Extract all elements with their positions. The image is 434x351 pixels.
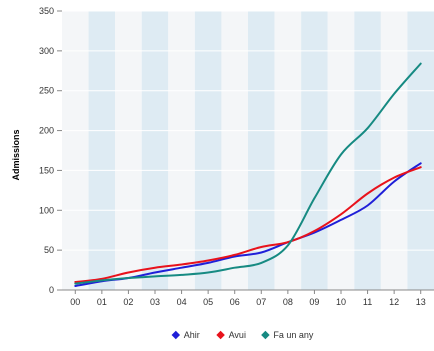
x-tick-label: 03 (150, 297, 160, 307)
legend-label: Fa un any (273, 330, 314, 340)
y-tick-label: 0 (49, 285, 54, 295)
x-tick-label: 08 (283, 297, 293, 307)
y-tick-label: 300 (39, 46, 54, 56)
y-tick-label: 200 (39, 126, 54, 136)
x-tick-label: 09 (309, 297, 319, 307)
x-axis: 00 01 02 03 04 05 06 07 08 09 10 11 12 13 (62, 289, 434, 307)
x-tick-label: 13 (416, 297, 426, 307)
y-gridlines (62, 10, 434, 291)
y-tick-label: 250 (39, 86, 54, 96)
plot-band (354, 11, 381, 290)
plot-band (168, 11, 195, 290)
x-tick-label: 01 (97, 297, 107, 307)
legend-label: Ahir (184, 330, 200, 340)
plot-band (115, 11, 142, 290)
plot-band (88, 11, 116, 290)
plot-band (248, 11, 275, 290)
x-tick-label: 00 (70, 297, 80, 307)
legend-marker (216, 330, 225, 340)
x-tick-label: 05 (203, 297, 213, 307)
plot-band (221, 11, 248, 290)
plot-band (327, 11, 355, 290)
plot-band (301, 11, 328, 290)
y-axis-label: Admissions (11, 129, 21, 180)
y-axis: 0 50 100 150 200 250 300 350 (39, 6, 62, 295)
series-line (74, 166, 422, 283)
y-tick-label: 50 (44, 245, 54, 255)
y-tick-label: 150 (39, 165, 54, 175)
legend-item[interactable]: Ahir (171, 330, 200, 340)
legend-item[interactable]: Avui (216, 330, 246, 340)
legend-label: Avui (229, 330, 246, 340)
plot-band (380, 11, 408, 290)
series-lines (74, 62, 422, 287)
plot-band (141, 11, 169, 290)
x-tick-label: 04 (177, 297, 187, 307)
plot-band (274, 11, 302, 290)
y-tick-label: 100 (39, 205, 54, 215)
legend-item[interactable]: Fa un any (261, 330, 314, 340)
plot-band (62, 11, 89, 290)
plot-bands (62, 11, 434, 290)
x-tick-label: 12 (389, 297, 399, 307)
legend-marker (261, 330, 270, 340)
y-tick-label: 350 (39, 6, 54, 16)
x-tick-label: 10 (336, 297, 346, 307)
x-tick-label: 07 (256, 297, 266, 307)
x-tick-label: 11 (363, 297, 372, 307)
legend[interactable]: Ahir Avui Fa un any (171, 330, 314, 340)
legend-marker (171, 330, 181, 340)
plot-band (194, 11, 222, 290)
x-tick-label: 06 (230, 297, 240, 307)
series-line (74, 62, 422, 285)
x-tick-label: 02 (123, 297, 133, 307)
plot-band (407, 11, 434, 290)
